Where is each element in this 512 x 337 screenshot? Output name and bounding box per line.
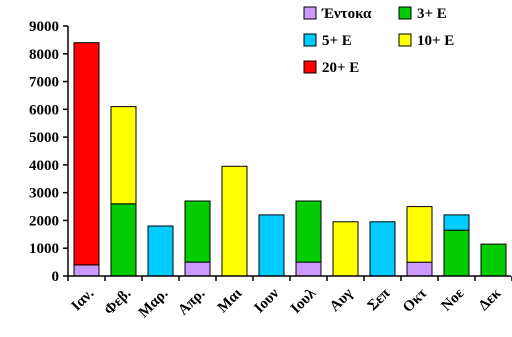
bar-6-series-3 bbox=[258, 214, 285, 277]
bar-4-series-2 bbox=[184, 200, 211, 263]
y-tick-label: 2000 bbox=[29, 213, 59, 229]
legend-swatch bbox=[303, 33, 317, 47]
bar-7-series-1 bbox=[295, 261, 322, 277]
bar-9-series-3 bbox=[369, 221, 396, 277]
y-tick-label: 9000 bbox=[29, 19, 59, 35]
bar-1-series-1 bbox=[73, 264, 100, 277]
x-category-label: Σεπ bbox=[365, 285, 394, 314]
y-tick-label: 4000 bbox=[29, 158, 59, 174]
x-category-label: Απρ. bbox=[175, 285, 208, 318]
bar-2-series-4 bbox=[110, 106, 137, 205]
y-tick-label: 8000 bbox=[29, 47, 59, 63]
x-category-label: Μαι bbox=[215, 285, 246, 316]
x-category-label: Μαρ. bbox=[136, 285, 172, 321]
x-axis: Ιαν. Φεβ. Μαρ. Απρ. Μαι Ιουν Ιουλ Αυγ Σεπ Οκτ Νοε Δ… bbox=[67, 275, 512, 321]
bar-11-series-3 bbox=[443, 214, 470, 231]
legend-swatch bbox=[398, 33, 412, 47]
legend-label: 20+ Ε bbox=[322, 60, 359, 76]
x-category-label: Δεκ bbox=[476, 285, 505, 314]
legend-label: 5+ Ε bbox=[322, 33, 352, 49]
plot-area bbox=[73, 42, 507, 277]
bar-10-series-4 bbox=[406, 206, 433, 263]
x-category-label: Αυγ bbox=[327, 286, 356, 315]
x-category-label: Νοε bbox=[439, 285, 468, 314]
bar-2-series-2 bbox=[110, 203, 137, 277]
y-axis: 0 1000 2000 3000 4000 5000 6000 7000 8000 9000 bbox=[29, 19, 69, 285]
bar-1-series-5 bbox=[73, 42, 100, 266]
x-category-label: Ιαν. bbox=[69, 285, 98, 314]
y-tick-label: 5000 bbox=[29, 130, 59, 146]
bar-10-series-1 bbox=[406, 261, 433, 277]
legend-label: Έντοκα bbox=[321, 6, 372, 22]
legend: Έντοκα 3+ Ε 5+ Ε 10+ Ε 20+ Ε bbox=[303, 6, 454, 76]
bar-7-series-2 bbox=[295, 200, 322, 263]
bar-3-series-3 bbox=[147, 225, 174, 277]
bar-8-series-4 bbox=[332, 221, 359, 277]
x-category-label: Ιουλ bbox=[288, 285, 320, 317]
legend-swatch bbox=[303, 6, 317, 20]
y-tick-label: 3000 bbox=[29, 186, 59, 202]
legend-swatch bbox=[303, 60, 317, 74]
y-tick-label: 1000 bbox=[29, 241, 59, 257]
legend-label: 3+ Ε bbox=[417, 6, 447, 22]
x-category-label: Φεβ. bbox=[101, 285, 134, 318]
y-tick-label: 6000 bbox=[29, 102, 59, 118]
x-category-label: Οκτ bbox=[400, 285, 430, 315]
x-category-label: Ιουν bbox=[251, 285, 282, 316]
bar-5-series-4 bbox=[221, 165, 248, 277]
bar-12-series-2 bbox=[480, 243, 507, 277]
legend-label: 10+ Ε bbox=[417, 33, 454, 49]
bar-11-series-2 bbox=[443, 229, 470, 277]
y-tick-label: 7000 bbox=[29, 75, 59, 91]
legend-swatch bbox=[398, 6, 412, 20]
y-tick-label: 0 bbox=[52, 269, 60, 285]
bar-4-series-1 bbox=[184, 261, 211, 277]
